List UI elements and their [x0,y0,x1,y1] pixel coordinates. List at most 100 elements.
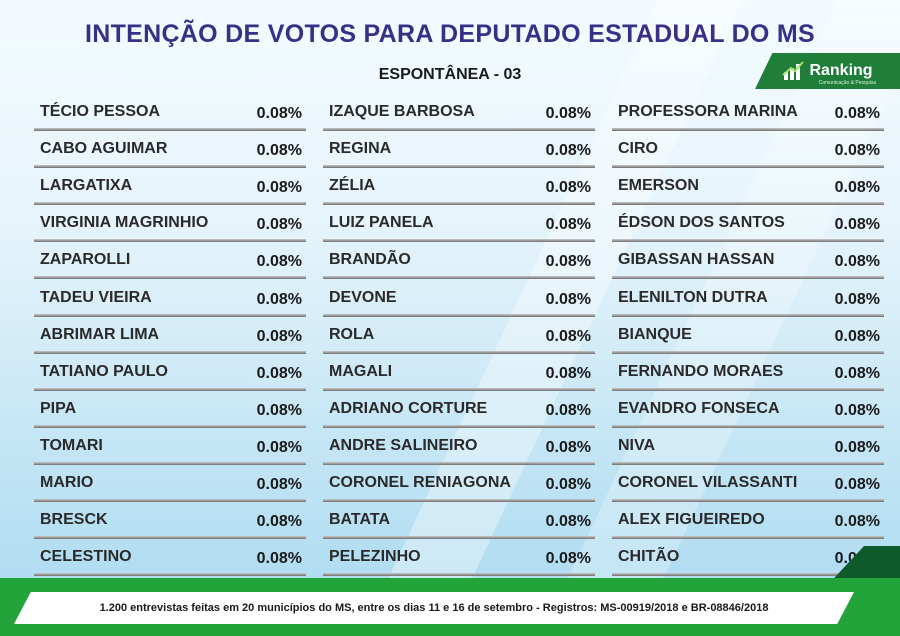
footer-note-bar: 1.200 entrevistas feitas em 20 município… [14,592,854,624]
candidate-name: EVANDRO FONSECA [618,399,780,417]
row-divider [323,387,595,391]
candidate-row: BATATA 0.08% [323,502,595,540]
candidate-percentage: 0.08% [256,513,302,531]
row-divider [323,202,595,206]
results-column-2: IZAQUE BARBOSA 0.08% REGINA 0.08% ZÉLIA 0.08%… [323,94,595,577]
candidate-percentage: 0.08% [834,364,880,382]
candidate-name: ABRIMAR LIMA [40,325,160,343]
candidate-name: ROLA [329,325,375,343]
row-divider [34,165,306,169]
row-divider [323,239,595,243]
row-divider [34,424,306,428]
page-subtitle: ESPONTÂNEA - 03 [378,66,522,83]
candidate-name: TOMARI [40,436,103,454]
candidate-percentage: 0.08% [256,438,302,456]
candidate-percentage: 0.08% [256,105,302,123]
candidate-row: ANDRE SALINEIRO 0.08% [323,428,595,465]
candidate-name: TÉCIO PESSOA [40,103,161,121]
row-divider [612,424,884,428]
candidate-row: MARIO 0.08% [34,465,306,503]
candidate-percentage: 0.08% [545,290,591,308]
bar-chart-icon [782,61,805,80]
candidate-row: IZAQUE BARBOSA 0.08% [323,94,595,132]
candidate-percentage: 0.08% [545,253,591,271]
candidate-name: ZAPAROLLI [40,251,131,269]
candidate-percentage: 0.08% [256,290,302,308]
candidate-percentage: 0.08% [256,179,302,197]
candidate-row: CIRO 0.08% [612,131,884,169]
candidate-name: CELESTINO [40,548,132,566]
candidate-name: BRESCK [40,511,108,529]
row-divider [34,239,306,243]
row-divider [323,128,595,132]
candidate-name: ÉDSON DOS SANTOS [618,214,785,232]
candidate-percentage: 0.08% [545,105,591,123]
candidate-row: TOMARI 0.08% [34,428,306,465]
candidate-name: GIBASSAN HASSAN [618,251,775,269]
candidate-percentage: 0.08% [834,142,880,160]
candidate-percentage: 0.08% [545,142,591,160]
candidate-percentage: 0.08% [256,216,302,234]
candidate-row: CORONEL VILASSANTI 0.08% [612,465,884,503]
candidate-name: EMERSON [618,177,699,195]
candidate-percentage: 0.08% [256,401,302,419]
candidate-name: PROFESSORA MARINA [618,103,798,121]
row-divider [612,165,884,169]
candidate-row: BRANDÃO 0.08% [323,242,595,280]
candidate-percentage: 0.08% [545,438,591,456]
candidate-row: TATIANO PAULO 0.08% [34,354,306,391]
candidate-percentage: 0.08% [545,179,591,197]
candidate-name: CORONEL VILASSANTI [618,474,798,492]
row-divider [34,350,306,354]
candidate-percentage: 0.08% [834,253,880,271]
candidate-percentage: 0.08% [834,513,880,531]
page-title: INTENÇÃO DE VOTOS PARA DEPUTADO ESTADUAL… [84,20,816,48]
candidate-name: BIANQUE [618,325,692,343]
candidate-name: NIVA [618,436,656,454]
row-divider [612,350,884,354]
candidate-name: BRANDÃO [329,251,411,269]
row-divider [323,536,595,540]
candidate-name: ZÉLIA [329,177,376,195]
row-divider [612,536,884,540]
row-divider [323,424,595,428]
row-divider [323,313,595,317]
results-column-1: TÉCIO PESSOA 0.08% CABO AGUIMAR 0.08% LARGAT… [34,94,306,577]
candidate-row: PROFESSORA MARINA 0.08% [612,94,884,132]
candidate-name: ADRIANO CORTURE [329,399,488,417]
candidate-percentage: 0.08% [256,476,302,494]
candidate-name: MAGALI [329,362,393,380]
candidate-row: TÉCIO PESSOA 0.08% [34,94,306,132]
candidate-row: ROLA 0.08% [323,317,595,354]
candidate-percentage: 0.08% [834,216,880,234]
candidate-percentage: 0.08% [545,513,591,531]
candidate-name: ALEX FIGUEIREDO [618,511,765,529]
candidate-row: ADRIANO CORTURE 0.08% [323,391,595,428]
candidate-percentage: 0.08% [834,401,880,419]
row-divider [612,499,884,503]
candidate-row: CABO AGUIMAR 0.08% [34,131,306,169]
row-divider [612,387,884,391]
candidate-name: CABO AGUIMAR [40,140,168,158]
candidate-row: CELESTINO 0.08% [34,539,306,577]
candidate-name: ELENILTON DUTRA [618,288,768,306]
row-divider [612,461,884,465]
row-divider [34,499,306,503]
candidate-row: VIRGINIA MAGRINHIO 0.08% [34,205,306,243]
logo-text: Ranking [809,62,873,79]
candidate-name: PIPA [40,399,77,417]
candidate-row: ABRIMAR LIMA 0.08% [34,317,306,354]
candidate-name: LARGATIXA [40,177,133,195]
candidate-name: TADEU VIEIRA [40,288,152,306]
ranking-logo: Ranking Comunicação & Pesquisa [755,53,900,89]
candidate-row: PIPA 0.08% [34,391,306,428]
footer-note: 1.200 entrevistas feitas em 20 município… [99,602,769,614]
candidate-row: CHITÃO0.08% [612,539,884,577]
candidate-row: ELENILTON DUTRA 0.08% [612,279,884,317]
candidate-percentage: 0.08% [834,179,880,197]
candidate-percentage: 0.08% [256,253,302,271]
row-divider [612,202,884,206]
candidate-percentage: 0.08% [545,476,591,494]
candidate-percentage: 0.08% [256,364,302,382]
row-divider [612,313,884,317]
